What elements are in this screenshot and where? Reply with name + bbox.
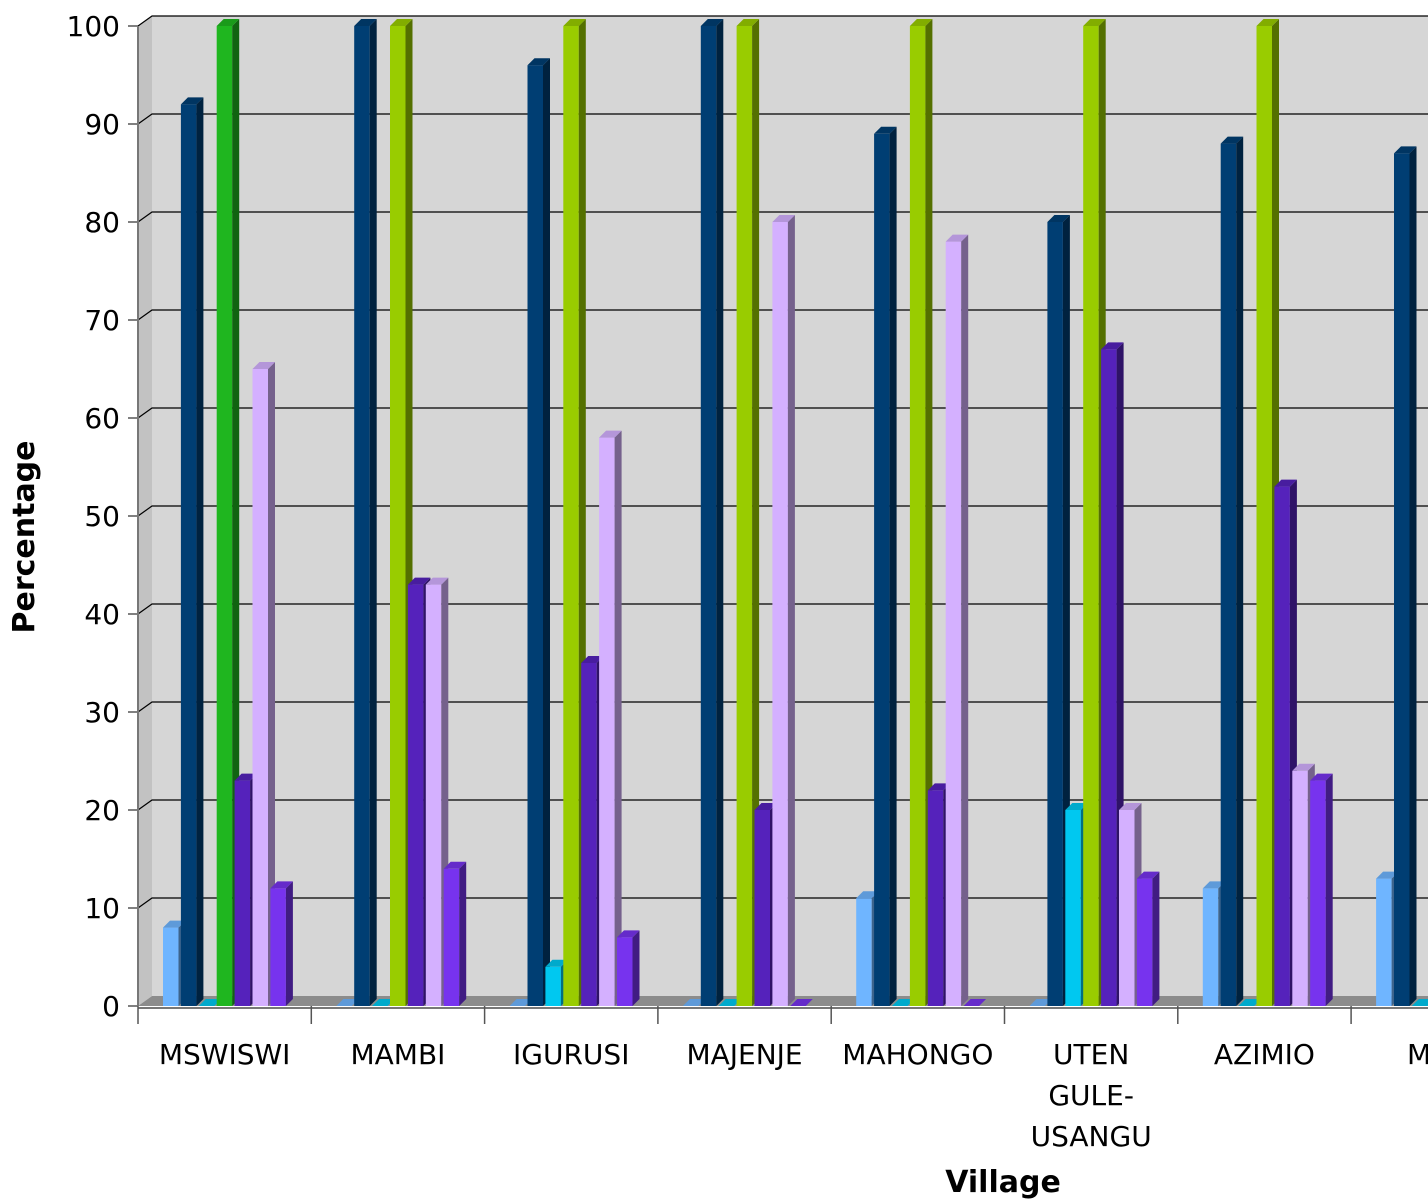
bar (1238, 999, 1262, 1006)
bar (772, 215, 795, 1006)
bar (336, 999, 359, 1006)
y-tick-labels: 0 10 20 30 40 50 60 70 80 90 100 (67, 10, 120, 1023)
bar (1274, 479, 1297, 1007)
bar (180, 97, 204, 1006)
bar (509, 999, 533, 1006)
gridline (137, 505, 1428, 517)
y-tick-label: 40 (84, 598, 120, 631)
bar (617, 930, 640, 1006)
bar (1411, 999, 1428, 1006)
bar (1394, 146, 1417, 1006)
bar (874, 126, 897, 1007)
bar (1220, 136, 1244, 1007)
y-tick-label: 90 (84, 108, 120, 141)
x-tick-label: MSWISWI (159, 1038, 291, 1071)
x-tick-label: MPU (1407, 1038, 1428, 1071)
gridline (137, 603, 1428, 615)
bar (527, 58, 550, 1006)
y-tick-label: 80 (84, 206, 120, 239)
axes (128, 25, 1428, 1024)
bar (1136, 871, 1160, 1006)
x-tick-labels: MSWISWI MAMBI IGURUSI MAJENJE MAHONGO UTEN GUL… (159, 1038, 1428, 1153)
bar (736, 19, 760, 1006)
gridline (137, 211, 1428, 223)
y-tick-label: 50 (84, 500, 120, 533)
bar (963, 999, 987, 1006)
bar (443, 861, 467, 1006)
bar (252, 362, 275, 1006)
y-tick-label: 60 (84, 402, 120, 435)
bar (718, 999, 742, 1006)
y-tick-label: 0 (102, 990, 120, 1023)
gridline (137, 407, 1428, 419)
bar (945, 234, 969, 1007)
bar (1310, 773, 1333, 1006)
y-tick-label: 70 (84, 304, 120, 337)
gridline (137, 701, 1428, 713)
bar (892, 999, 915, 1006)
gridline (137, 113, 1428, 125)
gridline (137, 799, 1428, 811)
bar (354, 19, 377, 1006)
x-tick-label: AZIMIO (1214, 1038, 1315, 1071)
gridlines (137, 15, 1428, 909)
bar (270, 881, 293, 1006)
bar (198, 999, 222, 1006)
bar (909, 19, 933, 1006)
y-axis-title: Percentage (7, 440, 42, 633)
y-tick-label: 10 (84, 892, 120, 925)
bar (790, 999, 813, 1006)
bar (599, 430, 622, 1007)
gridline (137, 15, 1428, 27)
y-tick-label: 100 (67, 10, 120, 43)
y-tick-label: 30 (84, 696, 120, 729)
bar (372, 999, 395, 1006)
x-axis-title: Village (945, 1165, 1061, 1200)
x-tick-label: UTEN GULE-USANGU (1031, 1038, 1152, 1153)
bar (700, 19, 724, 1006)
bar (216, 19, 240, 1006)
bar (682, 999, 706, 1006)
x-tick-label: MAHONGO (842, 1038, 993, 1071)
x-tick-label: MAMBI (350, 1038, 445, 1071)
x-tick-label: MAJENJE (686, 1038, 802, 1071)
gridline (137, 897, 1428, 909)
bar (1029, 999, 1052, 1006)
bars (163, 19, 1428, 1007)
y-tick-label: 20 (84, 794, 120, 827)
x-tick-label: IGURUSI (513, 1038, 629, 1071)
gridline (137, 309, 1428, 321)
